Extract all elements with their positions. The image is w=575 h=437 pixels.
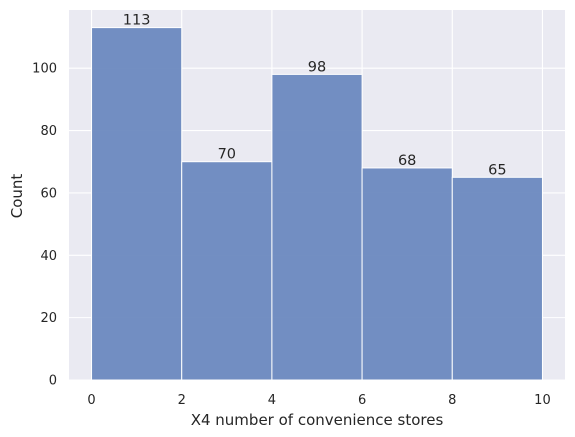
bar (451, 176, 543, 381)
x-tick-label: 10 (534, 393, 551, 408)
x-axis-label: X4 number of convenience stores (191, 411, 444, 429)
bar (181, 161, 273, 381)
x-tick-label: 6 (358, 393, 366, 408)
y-tick-label: 100 (32, 62, 57, 77)
y-tick-label: 60 (40, 186, 57, 201)
bars (91, 27, 543, 381)
x-tick-label: 8 (448, 393, 456, 408)
bar-value-label: 98 (308, 59, 326, 75)
x-tick-labels: 0 2 4 6 8 10 (87, 393, 550, 408)
x-tick-label: 4 (268, 393, 276, 408)
bar-value-label: 70 (218, 147, 236, 163)
bar-value-label: 68 (398, 153, 416, 169)
bar (91, 27, 183, 381)
y-tick-label: 0 (49, 374, 57, 389)
y-tick-label: 20 (40, 311, 57, 326)
y-tick-label: 40 (40, 249, 57, 264)
bar (361, 167, 453, 381)
y-axis-label: Count (8, 174, 26, 219)
bar-value-label: 113 (123, 13, 151, 29)
bar-value-labels: 113 70 98 68 65 (123, 13, 507, 179)
x-tick-label: 0 (87, 393, 95, 408)
bar-value-label: 65 (488, 162, 506, 178)
bar (271, 73, 363, 381)
x-tick-label: 2 (178, 393, 186, 408)
y-tick-labels: 0 20 40 60 80 100 (32, 62, 57, 389)
y-tick-label: 80 (40, 124, 57, 139)
